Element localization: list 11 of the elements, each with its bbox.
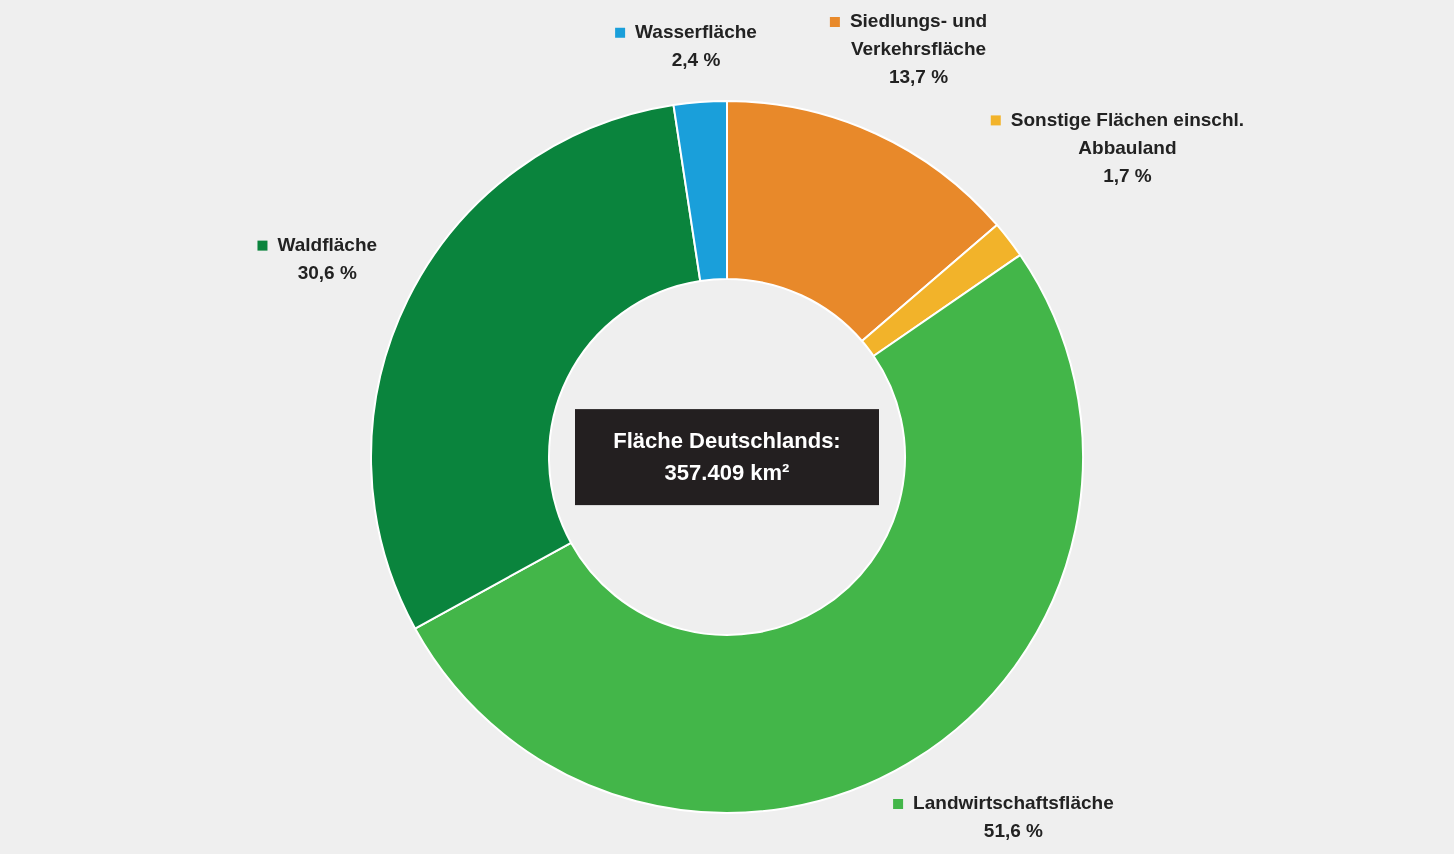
legend-label: Sonstige Flächen einschl. Abbauland: [1010, 108, 1245, 158]
legend-label: Waldfläche: [277, 233, 378, 255]
text: Fläche Deutschlands: 357.409 km²: [575, 409, 879, 505]
data-label: 1,7 %: [1103, 164, 1152, 186]
legend-label: Wasserfläche: [635, 20, 757, 42]
data-label: 2,4 %: [671, 48, 721, 70]
legend-label: Landwirtschaftsfläche: [913, 792, 1114, 814]
data-label: 13,7 %: [888, 66, 949, 88]
legend-label: Siedlungs- und Verkehrsfläche: [849, 10, 988, 60]
data-label: 30,6 %: [297, 261, 357, 283]
data-label: 51,6 %: [983, 820, 1044, 842]
